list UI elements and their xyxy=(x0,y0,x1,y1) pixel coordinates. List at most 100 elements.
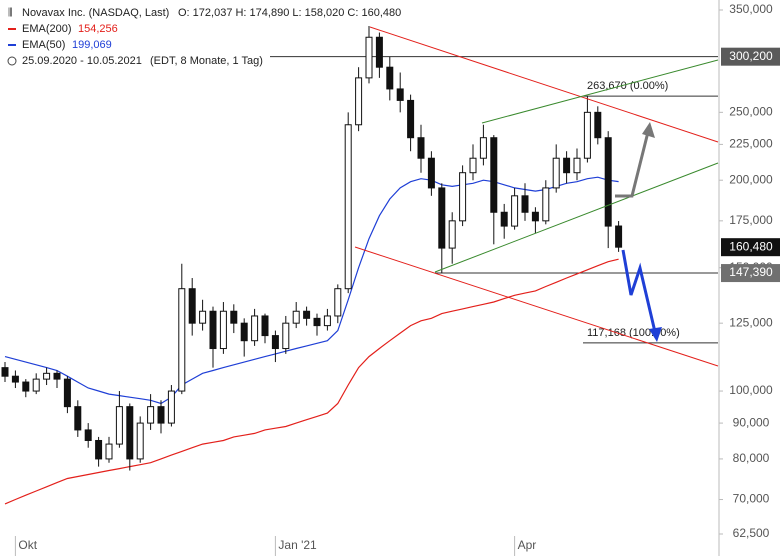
last-label: 160,480 xyxy=(729,239,773,253)
candle-body xyxy=(459,172,467,222)
y-tick-label: 62,500 xyxy=(733,526,770,540)
axis-labels: 62,500 70,000 80,000 90,000 100,000 125,000 15… xyxy=(14,2,780,556)
y-tick-label: 225,000 xyxy=(729,137,773,151)
candle-body xyxy=(542,187,550,222)
candle-body xyxy=(32,378,40,392)
legend: ⫼ Novavax Inc. (NASDAQ, Last) O: 172,037… xyxy=(7,7,401,67)
legend-label: EMA(50) xyxy=(22,39,65,51)
candle-body xyxy=(230,310,238,324)
y-tick-label: 175,000 xyxy=(729,213,773,227)
candle-body xyxy=(219,310,227,350)
candle-body xyxy=(438,187,446,249)
candle-body xyxy=(531,211,539,222)
level-box xyxy=(721,47,780,66)
x-tick-label: Jan '21 xyxy=(278,538,317,552)
y-tick-label: 350,000 xyxy=(729,2,773,16)
candle-body xyxy=(53,372,61,380)
last-box xyxy=(721,238,780,257)
candle-body xyxy=(188,288,196,324)
candle-body xyxy=(417,137,425,159)
candle-body xyxy=(552,157,560,189)
date-range: 25.09.2020 - 10.05.2021 xyxy=(22,55,142,67)
candle-body xyxy=(95,439,103,460)
candle-body xyxy=(396,88,404,101)
trend-line xyxy=(354,246,719,367)
candle-body xyxy=(1,367,9,377)
candle-body xyxy=(375,36,383,68)
y-tick-label: 90,000 xyxy=(733,415,770,429)
arrow-down xyxy=(621,249,657,333)
candle-body xyxy=(271,335,279,350)
candle-body xyxy=(479,137,487,159)
candle-body xyxy=(167,390,175,424)
ema-line xyxy=(4,258,619,505)
candle-body xyxy=(344,124,352,290)
channel-line xyxy=(481,59,719,124)
clock-icon xyxy=(7,56,17,66)
candle-body xyxy=(178,288,186,392)
x-tick-label: Apr xyxy=(518,538,537,552)
candle-body xyxy=(115,406,123,445)
candle-body xyxy=(126,406,134,460)
candle-body xyxy=(63,378,71,408)
candle-body xyxy=(22,381,30,392)
candle-body xyxy=(105,443,113,460)
title: Novavax Inc. (NASDAQ, Last) xyxy=(22,7,169,19)
candle-body xyxy=(251,315,259,342)
candle-body xyxy=(209,310,217,350)
candle-body xyxy=(563,157,571,174)
candle-body xyxy=(355,77,363,126)
level-label: 117,168 (100.00%) xyxy=(587,327,680,339)
legend-value: 199,069 xyxy=(72,39,112,51)
level-label: 263,670 (0.00%) xyxy=(587,80,668,92)
legend-value: 154,256 xyxy=(78,23,118,35)
trend-line xyxy=(369,26,719,143)
arrow-head xyxy=(649,327,662,342)
icon: ⫼ xyxy=(8,8,13,19)
candle-body xyxy=(199,310,207,324)
level-box xyxy=(721,264,780,283)
legend-swatch xyxy=(8,28,16,30)
candle-body xyxy=(521,195,529,213)
candle-body xyxy=(448,220,456,249)
candle-body xyxy=(469,157,477,174)
candle-body xyxy=(511,195,519,227)
arrow-head xyxy=(642,122,655,138)
candle-body xyxy=(282,322,290,350)
x-tick-label: Okt xyxy=(18,538,37,552)
candle-body xyxy=(11,375,19,383)
candle-body xyxy=(594,111,602,139)
candle-body xyxy=(490,137,498,213)
channel-line xyxy=(434,162,719,273)
ohlc: O: 172,037 H: 174,890 L: 158,020 C: 160,… xyxy=(178,7,401,19)
candle-body xyxy=(261,315,269,337)
candle-body xyxy=(323,315,331,327)
candle-body xyxy=(303,310,311,319)
candle-body xyxy=(334,288,342,317)
candle-body xyxy=(365,36,373,79)
candle-body xyxy=(386,66,394,90)
level-label: 300,200 xyxy=(729,49,773,63)
y-tick-label: 200,000 xyxy=(729,172,773,186)
candle-body xyxy=(240,322,248,342)
candle-body xyxy=(615,225,623,248)
level-label: 147,390 xyxy=(729,265,773,279)
y-tick-label: 80,000 xyxy=(733,451,770,465)
candle-body xyxy=(292,310,300,324)
candle-body xyxy=(147,406,155,424)
candle-body xyxy=(573,157,581,174)
candle-body xyxy=(313,317,321,327)
period: (EDT, 8 Monate, 1 Tag) xyxy=(150,55,263,67)
candle-body xyxy=(136,422,144,460)
candle-body xyxy=(500,211,508,227)
candle-body xyxy=(74,406,82,431)
candle-body xyxy=(407,99,415,139)
candle-body xyxy=(43,372,51,380)
y-tick-label: 100,000 xyxy=(729,383,773,397)
y-tick-label: 125,000 xyxy=(729,315,773,329)
candle-body xyxy=(157,406,165,424)
y-tick-label: 70,000 xyxy=(733,492,770,506)
legend-swatch xyxy=(8,44,16,46)
candle-body xyxy=(84,429,92,441)
